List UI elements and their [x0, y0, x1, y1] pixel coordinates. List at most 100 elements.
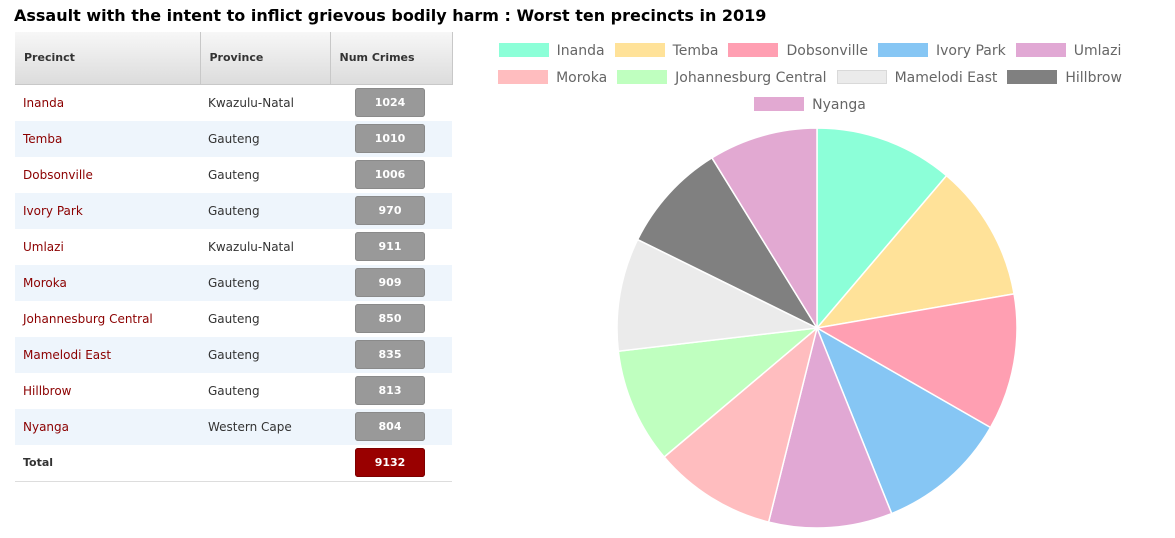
pie-slice[interactable] — [815, 174, 1015, 330]
legend-item[interactable]: Dobsonville — [728, 38, 868, 65]
pie-slice[interactable] — [767, 325, 893, 529]
total-value-cell: 9132 — [330, 444, 452, 482]
legend-item[interactable]: Mamelodi East — [836, 65, 998, 92]
precinct-cell: Temba — [15, 120, 200, 157]
province-cell: Kwazulu-Natal — [208, 95, 294, 110]
legend-label: Nyanga — [812, 97, 866, 113]
legend-swatch — [498, 43, 549, 57]
province-cell: Western Cape — [200, 408, 330, 445]
legend-swatch — [754, 97, 805, 111]
total-province-cell — [200, 444, 330, 482]
province-cell: Gauteng — [208, 167, 260, 182]
province-cell: Gauteng — [200, 192, 330, 229]
precinct-cell: Dobsonville — [23, 167, 93, 182]
table-row: Inanda Kwazulu-Natal 1024 — [15, 84, 452, 121]
table-row: Hillbrow Gauteng 813 — [15, 373, 452, 409]
legend-swatch — [878, 43, 929, 57]
precinct-cell: Moroka — [15, 264, 200, 301]
pie-slice[interactable] — [636, 156, 820, 330]
num-crimes-cell: 909 — [330, 264, 452, 301]
province-cell: Gauteng — [208, 311, 260, 326]
num-crimes-badge: 804 — [355, 412, 425, 441]
precinct-cell: Hillbrow — [23, 383, 72, 398]
num-crimes-badge: 911 — [355, 232, 425, 261]
legend-item[interactable]: Moroka — [498, 65, 607, 92]
num-crimes-cell: 1006 — [330, 157, 452, 193]
province-cell: Gauteng — [200, 336, 330, 373]
legend-label: Dobsonville — [786, 43, 869, 59]
num-crimes-cell: 970 — [330, 192, 452, 229]
crime-table: Precinct Province Num Crimes Inanda Kwazu… — [15, 32, 453, 482]
province-cell: Gauteng — [200, 120, 330, 157]
legend-item[interactable]: Ivory Park — [878, 38, 1006, 65]
page-title: Assault with the intent to inflict griev… — [14, 6, 767, 25]
legend-label: Mamelodi East — [894, 70, 998, 86]
table-body: Inanda Kwazulu-Natal 1024 Temba Gauteng 1010 D… — [15, 84, 452, 482]
province-cell: Gauteng — [200, 264, 330, 301]
table-header-row: Precinct Province Num Crimes — [15, 32, 453, 85]
header-precinct[interactable]: Precinct — [15, 32, 201, 85]
pie-chart — [616, 127, 1018, 529]
table-row: Nyanga Western Cape 804 — [15, 408, 452, 445]
header-num-crimes[interactable]: Num Crimes — [330, 32, 453, 85]
province-cell: Kwazulu-Natal — [208, 239, 294, 254]
table-row: Ivory Park Gauteng 970 — [15, 192, 452, 229]
num-crimes-cell: 804 — [330, 408, 452, 445]
num-crimes-cell: 1024 — [330, 84, 452, 121]
legend-swatch — [614, 43, 665, 57]
legend-swatch — [836, 70, 887, 84]
pie-legend: Inanda Temba Dobsonville Ivory Park Umlazi Mo… — [470, 38, 1150, 119]
legend-swatch — [617, 70, 668, 84]
legend-label: Ivory Park — [936, 43, 1006, 59]
num-crimes-cell: 911 — [330, 229, 452, 265]
table-row: Mamelodi East Gauteng 835 — [15, 336, 452, 373]
total-badge: 9132 — [355, 448, 425, 477]
legend-label: Hillbrow — [1065, 70, 1122, 86]
num-crimes-badge: 1010 — [355, 124, 425, 153]
legend-label: Umlazi — [1073, 43, 1122, 59]
precinct-cell: Mamelodi East — [15, 336, 200, 373]
province-cell: Gauteng — [208, 383, 260, 398]
precinct-cell: Johannesburg Central — [23, 311, 153, 326]
legend-label: Johannesburg Central — [675, 70, 827, 86]
legend-item[interactable]: Temba — [614, 38, 719, 65]
table-row: Umlazi Kwazulu-Natal 911 — [15, 229, 452, 265]
num-crimes-badge: 835 — [355, 340, 425, 369]
legend-item[interactable]: Nyanga — [754, 92, 866, 119]
header-province[interactable]: Province — [200, 32, 331, 85]
num-crimes-badge: 909 — [355, 268, 425, 297]
total-row: Total 9132 — [15, 444, 452, 482]
num-crimes-cell: 835 — [330, 336, 452, 373]
pie-slice[interactable] — [814, 293, 1018, 429]
legend-item[interactable]: Umlazi — [1015, 38, 1122, 65]
precinct-cell: Nyanga — [15, 408, 200, 445]
table-row: Temba Gauteng 1010 — [15, 120, 452, 157]
legend-swatch — [1015, 43, 1066, 57]
num-crimes-badge: 850 — [355, 304, 425, 333]
pie-slice[interactable] — [663, 325, 819, 523]
legend-label: Temba — [672, 43, 719, 59]
num-crimes-cell: 850 — [330, 301, 452, 337]
legend-item[interactable]: Johannesburg Central — [617, 65, 827, 92]
precinct-cell: Ivory Park — [15, 192, 200, 229]
legend-item[interactable]: Hillbrow — [1007, 65, 1122, 92]
legend-swatch — [728, 43, 779, 57]
pie-slice[interactable] — [710, 127, 818, 331]
legend-item[interactable]: Inanda — [498, 38, 605, 65]
precinct-cell: Inanda — [23, 95, 65, 110]
pie-slice[interactable] — [815, 326, 992, 515]
table-row: Moroka Gauteng 909 — [15, 264, 452, 301]
pie-slice[interactable] — [616, 238, 820, 353]
pie-slice[interactable] — [816, 127, 948, 331]
total-label: Total — [15, 444, 200, 482]
num-crimes-badge: 813 — [355, 376, 425, 405]
num-crimes-badge: 970 — [355, 196, 425, 225]
num-crimes-cell: 813 — [330, 373, 452, 409]
legend-swatch — [1007, 70, 1058, 84]
legend-label: Inanda — [556, 43, 605, 59]
precinct-cell: Umlazi — [23, 239, 64, 254]
pie-slice[interactable] — [617, 326, 820, 459]
num-crimes-cell: 1010 — [330, 120, 452, 157]
legend-label: Moroka — [556, 70, 608, 86]
num-crimes-badge: 1024 — [355, 88, 425, 117]
